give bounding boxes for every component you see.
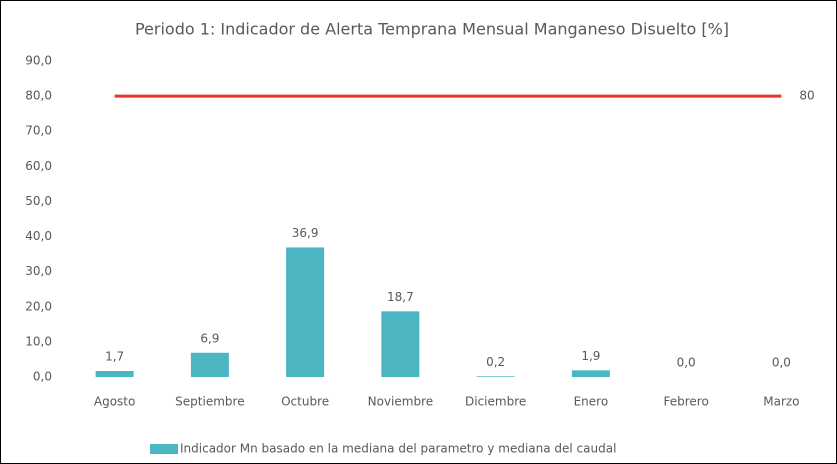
y-tick-label: 10,0 — [25, 334, 52, 348]
y-tick-label: 90,0 — [25, 54, 52, 68]
bar — [571, 370, 610, 377]
x-tick-label: Febrero — [663, 395, 708, 409]
data-label: 0,0 — [677, 356, 696, 370]
y-tick-label: 20,0 — [25, 299, 52, 313]
data-label: 6,9 — [200, 331, 219, 345]
chart-title: Periodo 1: Indicador de Alerta Temprana … — [135, 20, 729, 39]
x-tick-label: Octubre — [281, 395, 329, 409]
data-label: 1,9 — [581, 349, 600, 363]
y-tick-label: 50,0 — [25, 194, 52, 208]
y-tick-label: 40,0 — [25, 229, 52, 243]
data-label: 36,9 — [292, 226, 319, 240]
data-label: 18,7 — [387, 290, 414, 304]
bar — [476, 376, 515, 377]
y-tick-label: 60,0 — [25, 159, 52, 173]
data-label: 0,2 — [486, 355, 505, 369]
y-tick-label: 70,0 — [25, 124, 52, 138]
x-tick-label: Marzo — [763, 395, 799, 409]
y-tick-label: 80,0 — [25, 89, 52, 103]
x-tick-label: Agosto — [94, 395, 135, 409]
bar — [381, 311, 420, 377]
x-tick-label: Diciembre — [465, 395, 526, 409]
data-label: 0,0 — [772, 356, 791, 370]
legend-label: Indicador Mn basado en la mediana del pa… — [180, 442, 616, 456]
y-tick-label: 30,0 — [25, 264, 52, 278]
bar — [286, 247, 325, 377]
y-tick-label: 0,0 — [33, 370, 52, 384]
x-tick-label: Noviembre — [368, 395, 434, 409]
bar — [190, 352, 229, 377]
legend-swatch — [150, 444, 178, 454]
bar — [95, 371, 134, 377]
x-tick-label: Septiembre — [175, 395, 244, 409]
threshold-label: 80 — [799, 89, 814, 103]
x-tick-label: Enero — [574, 395, 609, 409]
data-label: 1,7 — [105, 350, 124, 364]
